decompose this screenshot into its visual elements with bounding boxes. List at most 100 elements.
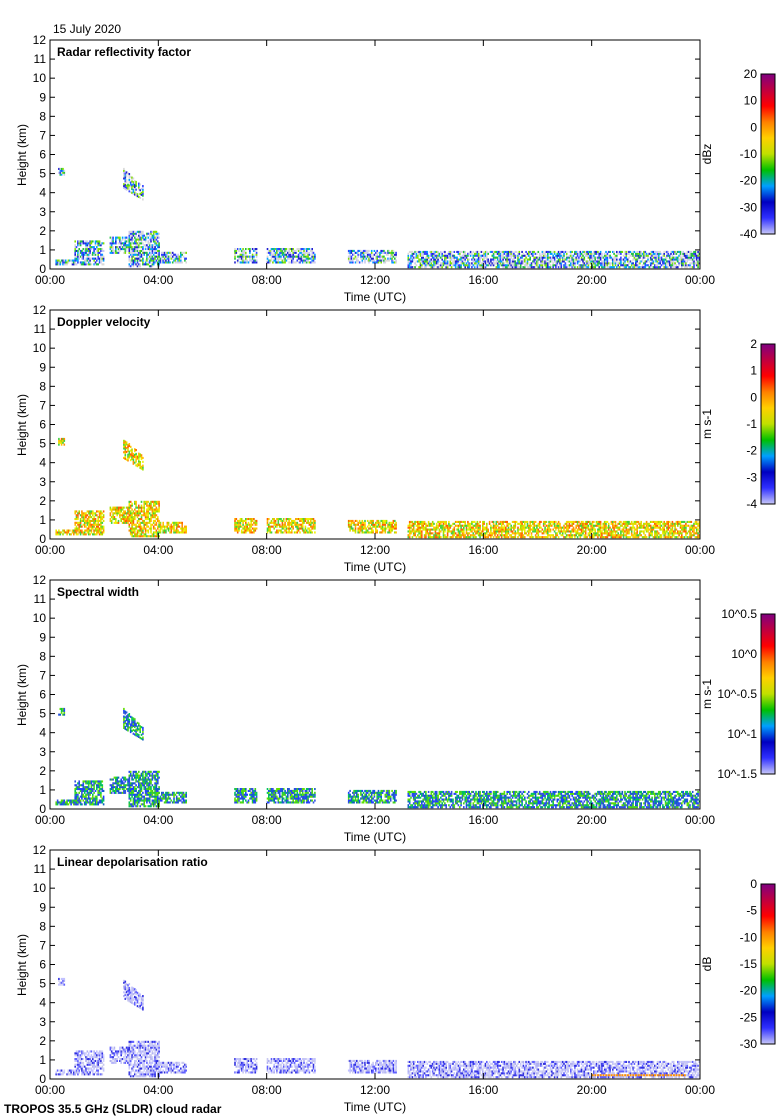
data-cell (574, 520, 576, 523)
data-cell (87, 253, 90, 256)
data-cell (389, 527, 392, 530)
data-cell (589, 520, 591, 523)
data-cell (473, 534, 476, 537)
data-cell (140, 518, 143, 521)
data-cell (580, 532, 583, 535)
data-cell (389, 253, 392, 256)
data-cell (354, 527, 357, 530)
data-cell (77, 249, 79, 252)
data-cell (307, 257, 309, 260)
data-cell (352, 527, 354, 530)
data-cell (590, 254, 592, 257)
data-cell (364, 527, 366, 530)
data-cell (440, 524, 442, 527)
data-cell (366, 525, 369, 528)
data-cell (625, 252, 628, 255)
data-cell (410, 262, 412, 265)
data-cell (115, 238, 117, 241)
data-cell (469, 262, 472, 265)
data-cell (471, 258, 473, 261)
data-cell (441, 520, 443, 523)
data-cell (560, 528, 563, 531)
data-cell (513, 532, 515, 535)
data-cell (503, 530, 506, 533)
data-cell (672, 258, 675, 261)
data-cell (123, 447, 125, 450)
data-cell (574, 250, 576, 253)
data-cell (435, 534, 438, 537)
data-cell (380, 255, 382, 258)
data-cell (102, 531, 105, 534)
data-cell (457, 250, 460, 253)
data-cell (139, 512, 141, 515)
data-cell (499, 262, 502, 265)
data-cell (354, 525, 357, 528)
data-cell (96, 527, 98, 530)
data-cell (429, 528, 431, 531)
data-cell (97, 523, 99, 526)
data-cell (658, 250, 660, 253)
data-cell (291, 255, 293, 258)
data-cell (446, 534, 449, 537)
data-cell (593, 256, 595, 259)
data-cell (181, 531, 183, 534)
data-cell (278, 261, 281, 264)
data-cell (494, 250, 496, 253)
data-cell (647, 264, 649, 267)
data-cell (151, 234, 154, 237)
data-cell (384, 521, 387, 524)
data-cell (307, 519, 309, 522)
data-cell (542, 252, 545, 255)
data-cell (613, 262, 615, 265)
data-cell (522, 254, 525, 257)
data-cell (58, 171, 60, 174)
data-cell (234, 257, 236, 260)
data-cell (83, 516, 86, 519)
data-cell (668, 258, 671, 261)
data-cell (268, 251, 270, 254)
data-cell (574, 264, 576, 267)
data-cell (174, 521, 177, 524)
data-cell (138, 186, 140, 189)
data-cell (93, 519, 95, 522)
data-cell (444, 534, 446, 537)
data-cell (124, 242, 127, 245)
data-cell (295, 261, 297, 264)
data-cell (78, 510, 80, 513)
data-cell (435, 250, 438, 253)
data-cell (74, 246, 76, 249)
data-cell (89, 529, 91, 532)
data-cell (124, 182, 127, 185)
data-cell (583, 264, 586, 267)
data-cell (266, 251, 269, 254)
data-cell (301, 529, 304, 532)
data-cell (568, 536, 571, 539)
data-cell (134, 242, 136, 245)
data-cell (152, 263, 155, 266)
data-cell (357, 253, 359, 256)
data-cell (63, 531, 66, 534)
data-cell (591, 256, 594, 259)
data-cell (589, 534, 591, 537)
data-cell (495, 524, 498, 527)
data-cell (571, 256, 573, 259)
data-cell (291, 259, 293, 262)
data-cell (570, 264, 572, 267)
data-cell (582, 264, 584, 267)
data-cell (123, 177, 125, 180)
data-cell (274, 261, 277, 264)
data-cell (289, 253, 292, 256)
data-cell (247, 523, 250, 526)
data-cell (394, 525, 396, 528)
data-cell (503, 536, 506, 539)
data-cell (612, 264, 614, 267)
data-cell (590, 536, 592, 539)
data-cell (663, 252, 665, 255)
data-cell (311, 248, 313, 251)
data-cell (293, 251, 296, 254)
data-cell (157, 249, 159, 252)
data-cell (140, 529, 143, 532)
data-cell (621, 258, 624, 261)
data-cell (630, 264, 633, 267)
data-cell (234, 261, 236, 264)
